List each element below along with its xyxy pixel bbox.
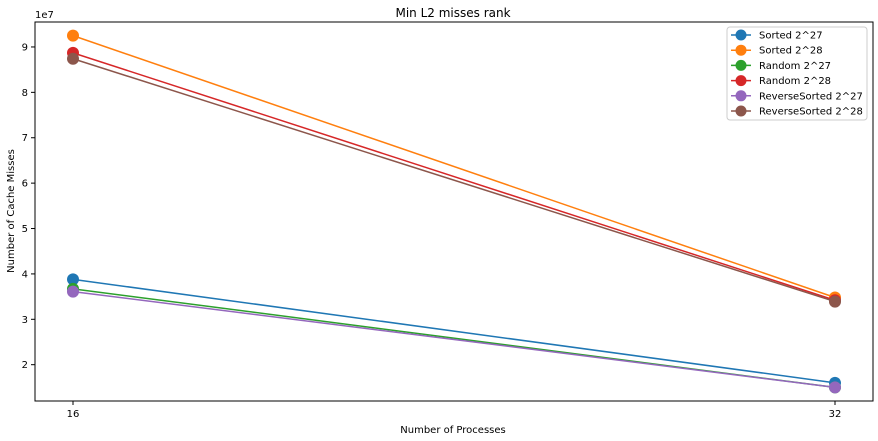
chart-title: Min L2 misses rank (395, 6, 510, 20)
y-tick-label: 6 (22, 179, 28, 190)
y-axis-label: Number of Cache Misses (6, 149, 17, 273)
data-point (67, 52, 79, 65)
y-tick-label: 9 (22, 42, 28, 53)
series-layer (67, 29, 841, 394)
data-point (829, 295, 841, 308)
legend-label: Random 2^27 (759, 61, 831, 72)
x-axis-label: Number of Processes (400, 425, 505, 436)
series-line (72, 290, 836, 389)
data-point (829, 381, 841, 394)
legend-marker (735, 29, 747, 41)
legend-item: Random 2^27 (731, 59, 831, 72)
legend: Sorted 2^27 Sorted 2^28 Random 2^27 Random … (726, 26, 868, 121)
legend-label: ReverseSorted 2^27 (759, 91, 863, 102)
legend-item: Sorted 2^28 (731, 44, 823, 57)
legend-marker (735, 75, 747, 87)
legend-label: Sorted 2^28 (759, 46, 823, 57)
y-offset-text: 1e7 (35, 10, 54, 21)
y-tick-label: 7 (22, 133, 28, 144)
legend-label: Random 2^28 (759, 76, 831, 87)
legend-label: ReverseSorted 2^28 (759, 107, 863, 118)
x-tick-label: 32 (829, 409, 842, 420)
series-line (72, 58, 836, 303)
legend-item: ReverseSorted 2^28 (731, 105, 863, 118)
data-point (67, 29, 79, 42)
y-axis: 2 3 4 5 6 7 8 9 (22, 42, 35, 371)
legend-marker (735, 105, 747, 117)
y-tick-label: 4 (22, 269, 28, 280)
y-tick-label: 3 (22, 315, 28, 326)
legend-marker (735, 44, 747, 56)
legend-marker (735, 59, 747, 71)
x-axis: 16 32 (67, 401, 842, 420)
legend-box (726, 26, 868, 121)
legend-label: Sorted 2^27 (759, 31, 823, 42)
y-tick-label: 2 (22, 360, 28, 371)
legend-item: ReverseSorted 2^27 (731, 90, 863, 102)
y-tick-label: 5 (22, 224, 28, 235)
y-tick-label: 8 (22, 88, 28, 99)
x-tick-label: 16 (67, 409, 80, 420)
series-line (72, 34, 836, 299)
legend-marker (735, 90, 747, 102)
legend-item: Random 2^28 (731, 75, 831, 87)
series-4 (67, 285, 841, 394)
legend-item: Sorted 2^27 (731, 29, 823, 42)
series-line (72, 278, 836, 384)
data-point (67, 273, 79, 286)
series-5 (67, 52, 841, 308)
series-line (72, 52, 836, 301)
data-point (67, 285, 79, 298)
